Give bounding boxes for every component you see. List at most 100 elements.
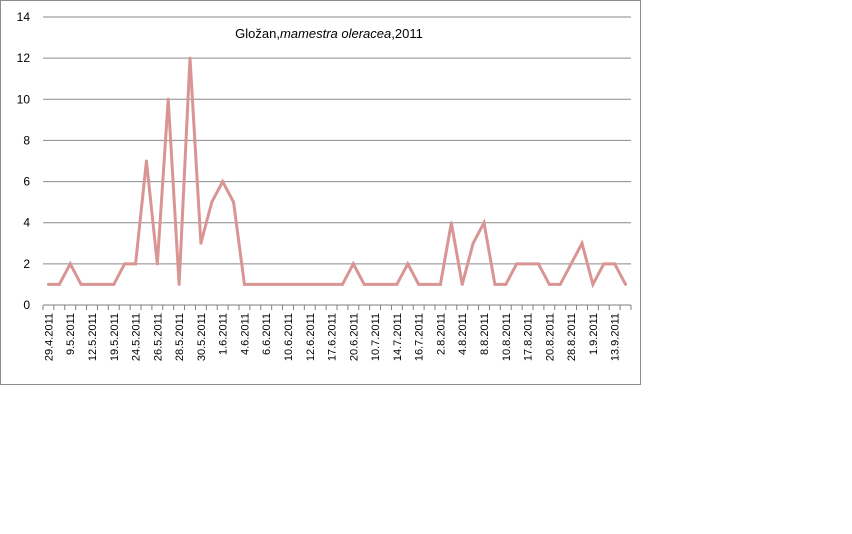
chart-title-prefix: Gložan, xyxy=(235,26,280,41)
data-point xyxy=(558,282,562,286)
data-point xyxy=(536,262,540,266)
data-point xyxy=(144,159,148,163)
chart-frame: 0 2 4 6 8 10 12 14 29.4.2011 9.5.2011 12.5.2011 19… xyxy=(0,0,641,385)
data-point xyxy=(580,241,584,245)
y-tick-label: 14 xyxy=(17,10,31,24)
chart-title: Gložan,mamestra oleracea,2011 xyxy=(235,26,423,41)
data-point xyxy=(438,282,442,286)
x-tick-label: 10.8.2011 xyxy=(501,313,513,361)
data-point xyxy=(123,262,127,266)
data-point xyxy=(177,282,181,286)
data-point xyxy=(526,262,530,266)
chart-title-suffix: ,2011 xyxy=(391,26,423,41)
data-point xyxy=(591,282,595,286)
data-point xyxy=(297,282,301,286)
series-layer xyxy=(46,56,628,289)
chart-title-italic: mamestra oleracea xyxy=(280,26,391,41)
x-tick-label: 9.5.2011 xyxy=(65,313,77,355)
data-point xyxy=(232,200,236,204)
data-point xyxy=(373,282,377,286)
x-tick-label: 10.6.2011 xyxy=(283,313,295,361)
data-point xyxy=(493,282,497,286)
data-point xyxy=(188,56,192,60)
x-tick-label: 13.9.2011 xyxy=(610,313,622,361)
data-point xyxy=(428,282,432,286)
data-point xyxy=(417,282,421,286)
data-point xyxy=(351,262,355,266)
data-point xyxy=(90,282,94,286)
data-point xyxy=(46,282,50,286)
data-point xyxy=(449,221,453,225)
data-point xyxy=(460,282,464,286)
y-tick-label: 8 xyxy=(23,133,30,147)
data-point xyxy=(57,282,61,286)
x-tick-label: 28.8.2011 xyxy=(566,313,578,361)
data-point xyxy=(330,282,334,286)
gridlines xyxy=(42,16,632,310)
x-tick-label: 30.5.2011 xyxy=(196,313,208,361)
data-point xyxy=(624,282,628,286)
y-tick-label: 10 xyxy=(17,92,31,106)
x-tick-label: 24.5.2011 xyxy=(131,313,143,361)
data-point xyxy=(406,262,410,266)
data-point xyxy=(79,282,83,286)
data-point xyxy=(199,241,203,245)
x-tick-label: 8.8.2011 xyxy=(479,313,491,355)
data-point xyxy=(166,97,170,101)
x-tick-label: 6.6.2011 xyxy=(261,313,273,355)
y-tick-label: 6 xyxy=(23,175,30,189)
x-tick-label: 14.7.2011 xyxy=(392,313,404,361)
data-point xyxy=(210,200,214,204)
x-tick-label: 10.7.2011 xyxy=(370,313,382,361)
x-tick-label: 26.5.2011 xyxy=(152,313,164,361)
data-point xyxy=(275,282,279,286)
y-axis-tick-labels: 0 2 4 6 8 10 12 14 xyxy=(17,10,31,312)
data-point xyxy=(569,262,573,266)
x-tick-label: 19.5.2011 xyxy=(109,313,121,361)
data-point xyxy=(515,262,519,266)
x-tick-label: 4.8.2011 xyxy=(457,313,469,355)
data-point xyxy=(253,282,257,286)
x-tick-label: 20.8.2011 xyxy=(544,313,556,361)
data-point xyxy=(482,221,486,225)
x-axis-tick-labels: 29.4.2011 9.5.2011 12.5.2011 19.5.2011 24.5.… xyxy=(43,313,621,361)
data-point xyxy=(68,262,72,266)
series-line xyxy=(48,58,627,289)
line-chart: 0 2 4 6 8 10 12 14 29.4.2011 9.5.2011 12.5.2011 19… xyxy=(17,10,632,361)
data-point xyxy=(242,282,246,286)
data-point xyxy=(319,282,323,286)
x-tick-label: 28.5.2011 xyxy=(174,313,186,361)
data-point xyxy=(134,262,138,266)
x-tick-label: 1.9.2011 xyxy=(588,313,600,355)
data-point xyxy=(362,282,366,286)
data-point xyxy=(221,180,225,184)
y-tick-label: 12 xyxy=(17,51,31,65)
y-tick-label: 4 xyxy=(23,216,30,230)
data-point xyxy=(395,282,399,286)
x-tick-label: 20.6.2011 xyxy=(348,313,360,361)
x-tick-label: 4.6.2011 xyxy=(239,313,251,355)
x-tick-label: 12.6.2011 xyxy=(305,313,317,361)
x-tick-label: 12.5.2011 xyxy=(87,313,99,361)
data-point xyxy=(264,282,268,286)
data-point xyxy=(471,241,475,245)
data-point xyxy=(155,262,159,266)
x-tick-label: 29.4.2011 xyxy=(43,313,55,361)
x-tick-label: 17.8.2011 xyxy=(523,313,535,361)
data-point xyxy=(547,282,551,286)
data-point xyxy=(101,282,105,286)
x-tick-label: 16.7.2011 xyxy=(414,313,426,361)
x-tick-label: 17.6.2011 xyxy=(327,313,339,361)
data-point xyxy=(340,282,344,286)
data-point xyxy=(613,262,617,266)
data-point xyxy=(112,282,116,286)
x-tick-label: 2.8.2011 xyxy=(435,313,447,355)
data-point xyxy=(384,282,388,286)
x-tick-label: 1.6.2011 xyxy=(218,313,230,355)
data-point xyxy=(308,282,312,286)
y-tick-label: 2 xyxy=(23,257,30,271)
data-point xyxy=(286,282,290,286)
data-point xyxy=(504,282,508,286)
data-point xyxy=(602,262,606,266)
y-tick-label: 0 xyxy=(23,298,30,312)
